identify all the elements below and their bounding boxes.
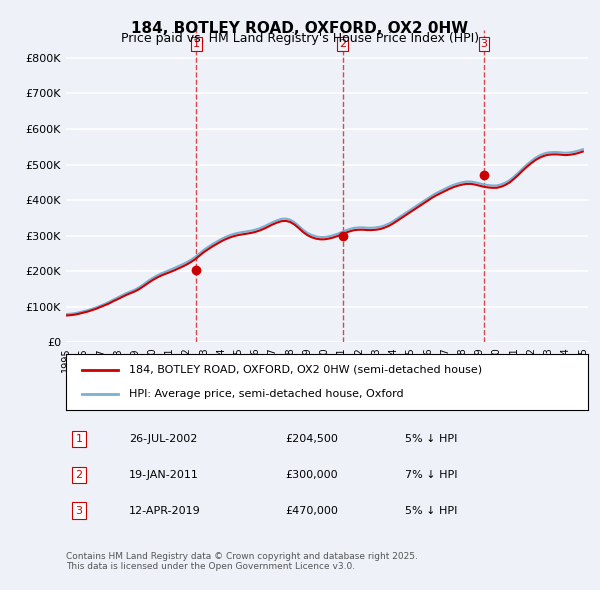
Text: £204,500: £204,500 xyxy=(285,434,338,444)
Text: Contains HM Land Registry data © Crown copyright and database right 2025.
This d: Contains HM Land Registry data © Crown c… xyxy=(66,552,418,571)
Text: 12-APR-2019: 12-APR-2019 xyxy=(128,506,200,516)
Text: 3: 3 xyxy=(76,506,83,516)
Text: £470,000: £470,000 xyxy=(285,506,338,516)
Text: 1: 1 xyxy=(76,434,83,444)
Text: 2: 2 xyxy=(339,39,346,49)
Text: 19-JAN-2011: 19-JAN-2011 xyxy=(128,470,199,480)
Text: 1: 1 xyxy=(193,39,200,49)
Text: 5% ↓ HPI: 5% ↓ HPI xyxy=(406,506,458,516)
Text: 5% ↓ HPI: 5% ↓ HPI xyxy=(406,434,458,444)
Text: £300,000: £300,000 xyxy=(285,470,338,480)
Text: 184, BOTLEY ROAD, OXFORD, OX2 0HW: 184, BOTLEY ROAD, OXFORD, OX2 0HW xyxy=(131,21,469,35)
Text: HPI: Average price, semi-detached house, Oxford: HPI: Average price, semi-detached house,… xyxy=(128,389,403,399)
Text: Price paid vs. HM Land Registry's House Price Index (HPI): Price paid vs. HM Land Registry's House … xyxy=(121,32,479,45)
Text: 3: 3 xyxy=(481,39,488,49)
Text: 26-JUL-2002: 26-JUL-2002 xyxy=(128,434,197,444)
Text: 184, BOTLEY ROAD, OXFORD, OX2 0HW (semi-detached house): 184, BOTLEY ROAD, OXFORD, OX2 0HW (semi-… xyxy=(128,365,482,375)
Text: 2: 2 xyxy=(76,470,83,480)
Text: 7% ↓ HPI: 7% ↓ HPI xyxy=(406,470,458,480)
